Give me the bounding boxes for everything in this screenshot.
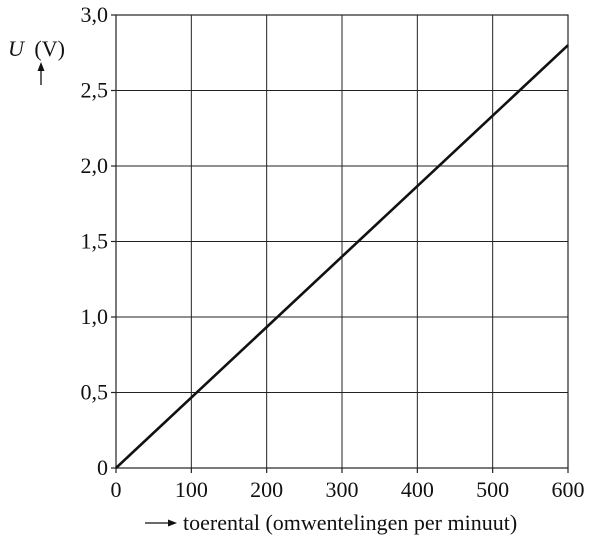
series-line — [115, 44, 569, 469]
x-tick-label: 200 — [250, 477, 283, 502]
x-tick-label: 0 — [111, 477, 122, 502]
x-axis-arrow-head — [168, 519, 177, 527]
y-axis-label: U (V) — [8, 36, 65, 61]
x-tick-label: 500 — [476, 477, 509, 502]
series-group — [115, 44, 569, 469]
y-tick-label: 0 — [97, 455, 108, 480]
y-tick-label: 2,5 — [81, 78, 109, 103]
y-axis-symbol: U — [8, 36, 26, 61]
y-tick-label: 1,0 — [81, 304, 109, 329]
x-tick-label: 600 — [552, 477, 585, 502]
y-tick-label: 2,0 — [81, 153, 109, 178]
y-axis-unit: (V) — [34, 36, 65, 61]
y-tick-label: 0,5 — [81, 380, 109, 405]
labels: U (V) toerental (omwentelingen per minuu… — [8, 36, 517, 535]
y-tick-label: 1,5 — [81, 229, 109, 254]
x-tick-label: 100 — [175, 477, 208, 502]
x-axis-label: toerental (omwentelingen per minuut) — [183, 510, 517, 535]
grid — [115, 14, 569, 469]
ticks: 0 100 200 300 400 500 600 0 0,5 1,0 1,5 2,0 2,5 3,0 — [81, 2, 585, 502]
x-tick-label: 300 — [326, 477, 359, 502]
x-tick-label: 400 — [401, 477, 434, 502]
y-axis-arrow-head — [37, 62, 45, 71]
y-tick-label: 3,0 — [81, 2, 109, 27]
